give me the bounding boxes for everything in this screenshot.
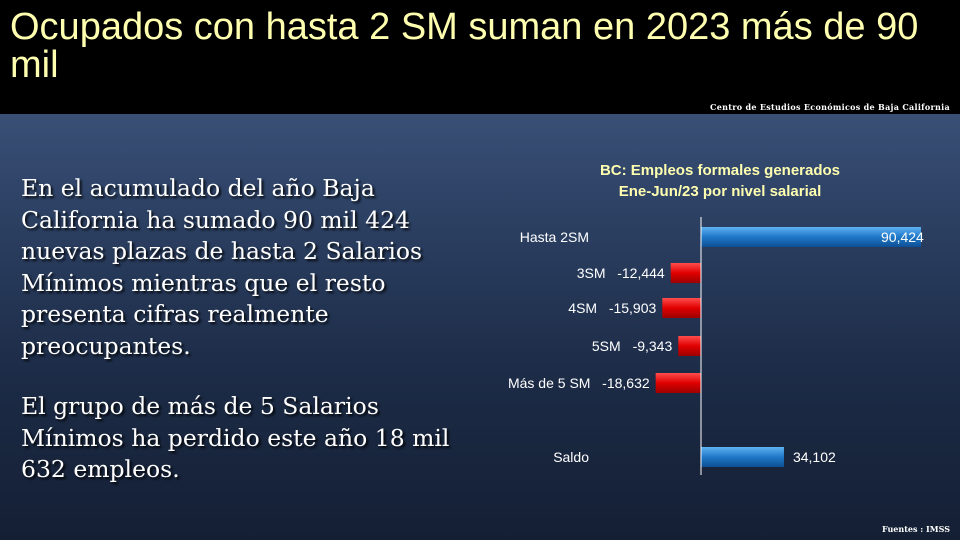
paragraph-2: El grupo de más de 5 Salarios Mínimos ha…	[21, 392, 450, 483]
slide-title: Ocupados con hasta 2 SM suman en 2023 má…	[10, 6, 919, 86]
value-label-3sm: -12,444	[617, 265, 665, 281]
value-label-mas-de-5-sm: -18,632	[602, 375, 650, 391]
category-label-4sm: 4SM	[568, 300, 597, 316]
source-note: Fuentes : IMSS	[881, 524, 950, 534]
bar-4sm	[662, 298, 701, 318]
paragraph-1: En el acumulado del año Baja California …	[21, 174, 423, 360]
value-label-hasta-2sm: 90,424	[881, 229, 924, 245]
bar-hasta-2sm	[701, 227, 921, 247]
body-text: En el acumulado del año Baja California …	[21, 173, 476, 515]
chart-title-line-2: Ene-Jun/23 por nivel salarial	[619, 183, 822, 200]
header-bar: Ocupados con hasta 2 SM suman en 2023 má…	[0, 0, 960, 114]
value-label-4sm: -15,903	[609, 300, 657, 316]
value-label-saldo: 34,102	[793, 449, 836, 465]
bar-chart: BC: Empleos formales generados Ene-Jun/2…	[508, 162, 924, 475]
category-label-mas-de-5-sm: Más de 5 SM	[508, 375, 590, 391]
category-label-5sm: 5SM	[592, 338, 621, 354]
bar-3sm	[670, 263, 701, 283]
category-label-3sm: 3SM	[577, 265, 606, 281]
bar-saldo	[701, 447, 784, 467]
category-label-hasta-2sm: Hasta 2SM	[520, 229, 589, 245]
bar-5sm	[678, 336, 701, 356]
bar-mas-de-5-sm	[655, 373, 701, 393]
chart-title-line-1: BC: Empleos formales generados	[600, 162, 840, 179]
organization-label: Centro de Estudios Económicos de Baja Ca…	[710, 102, 950, 112]
category-label-saldo: Saldo	[553, 449, 589, 465]
value-label-5sm: -9,343	[633, 338, 673, 354]
